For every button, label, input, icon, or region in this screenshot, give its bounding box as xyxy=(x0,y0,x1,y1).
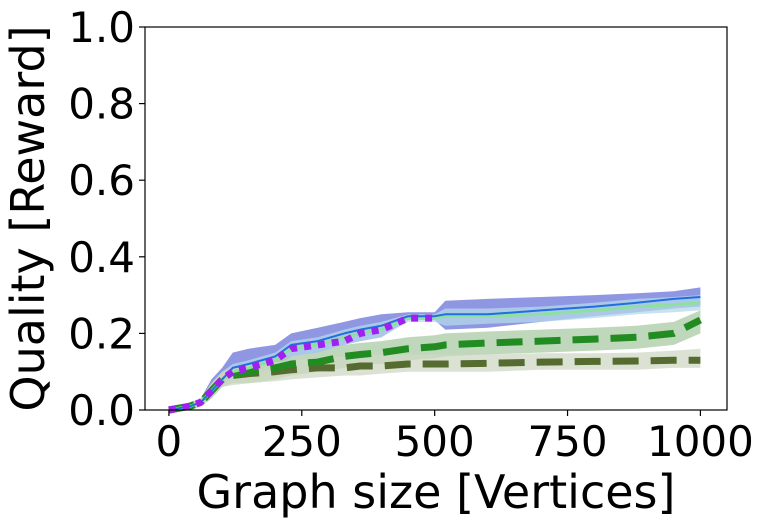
x-tick-label: 500 xyxy=(395,417,475,466)
y-axis-label: Quality [Reward] xyxy=(1,25,55,411)
y-axis-ticks: 0.0 0.2 0.4 0.6 0.8 1.0 xyxy=(68,3,145,435)
x-tick-label: 250 xyxy=(262,417,342,466)
plot-frame xyxy=(144,26,728,411)
y-tick-label: 0.6 xyxy=(68,156,135,205)
x-axis-ticks: 0 250 500 750 1000 xyxy=(156,410,754,466)
y-tick-label: 1.0 xyxy=(68,3,135,52)
series-lines xyxy=(168,296,702,414)
x-tick-label: 750 xyxy=(527,417,607,466)
x-tick-label: 1000 xyxy=(647,417,754,466)
series-4-band xyxy=(168,348,701,410)
y-tick-label: 0.4 xyxy=(68,233,135,282)
series-3-band xyxy=(168,310,701,410)
y-tick-label: 0.2 xyxy=(68,309,135,358)
x-tick-label: 0 xyxy=(156,417,183,466)
y-tick-label: 0.0 xyxy=(68,386,135,435)
y-tick-label: 0.8 xyxy=(68,80,135,129)
x-axis-label: Graph size [Vertices] xyxy=(197,465,676,519)
